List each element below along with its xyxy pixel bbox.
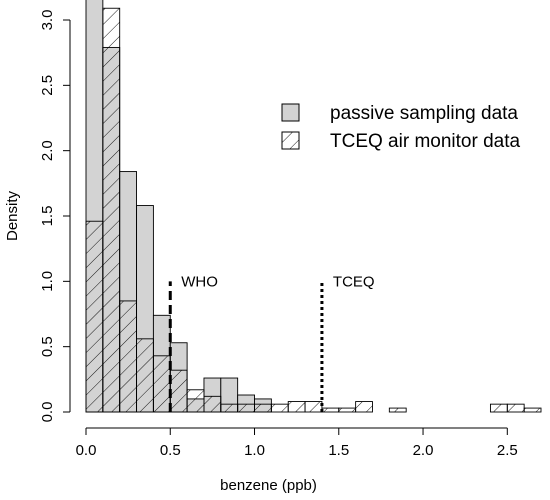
- tceq-bar-2: [119, 300, 137, 413]
- legend-label-1: TCEQ air monitor data: [330, 131, 520, 152]
- plot-area: [85, 0, 542, 413]
- legend-label-0: passive sampling data: [330, 103, 518, 124]
- legend: passive sampling data TCEQ air monitor da…: [281, 103, 520, 152]
- x-tick-label: 0.0: [76, 442, 97, 459]
- y-tick-label: 0.0: [39, 402, 56, 423]
- tceq-bar-16: [355, 401, 373, 413]
- x-tick-label: 1.0: [244, 442, 265, 459]
- x-tick-label: 2.5: [497, 442, 518, 459]
- tceq-bar-9: [237, 403, 255, 413]
- y-tick-label: 2.0: [39, 140, 56, 161]
- x-tick-label: 0.5: [160, 442, 181, 459]
- tceq-bar-18: [489, 403, 508, 413]
- tceq-bar-13: [304, 401, 323, 413]
- x-axis-title: benzene (ppb): [220, 477, 317, 494]
- tceq-bar-1: [102, 7, 121, 413]
- tceq-bar-8: [220, 403, 239, 413]
- who-label: WHO: [181, 273, 218, 290]
- legend-swatch-0: [281, 103, 300, 122]
- x-tick-label: 2.0: [413, 442, 434, 459]
- tceq-bar-4: [152, 355, 171, 413]
- tceq-bar-5: [169, 369, 188, 413]
- legend-swatch-1: [281, 131, 300, 150]
- tceq-bar-12: [287, 401, 306, 413]
- tceq-bar-20: [523, 407, 542, 413]
- y-axis-title: Density: [4, 190, 21, 241]
- tceq-bar-6: [186, 389, 205, 413]
- y-tick-label: 1.0: [39, 271, 56, 292]
- tceq-bar-19: [506, 403, 525, 413]
- tceq-bar-7: [203, 395, 222, 413]
- axes: 0.0 0.5 1.0 1.5 2.0 2.5 0.0 0.5 1.0 1.5 2.0 2.5 3.0 b…: [4, 10, 518, 494]
- reference-lines: WHO TCEQ: [168, 273, 375, 412]
- x-tick-label: 1.5: [328, 442, 349, 459]
- y-tick-label: 3.0: [39, 10, 56, 31]
- tceq-bar-15: [338, 407, 357, 413]
- tceq-label: TCEQ: [333, 273, 375, 290]
- tceq-bar-11: [270, 403, 289, 413]
- y-tick-label: 0.5: [39, 336, 56, 357]
- tceq-bar-0: [85, 220, 104, 413]
- tceq-bar-14: [321, 407, 340, 413]
- y-tick-label: 1.5: [39, 206, 56, 227]
- y-tick-label: 2.5: [39, 75, 56, 96]
- tceq-bar-17: [388, 407, 407, 413]
- tceq-bar-10: [254, 403, 272, 413]
- tceq-bar-3: [136, 338, 154, 413]
